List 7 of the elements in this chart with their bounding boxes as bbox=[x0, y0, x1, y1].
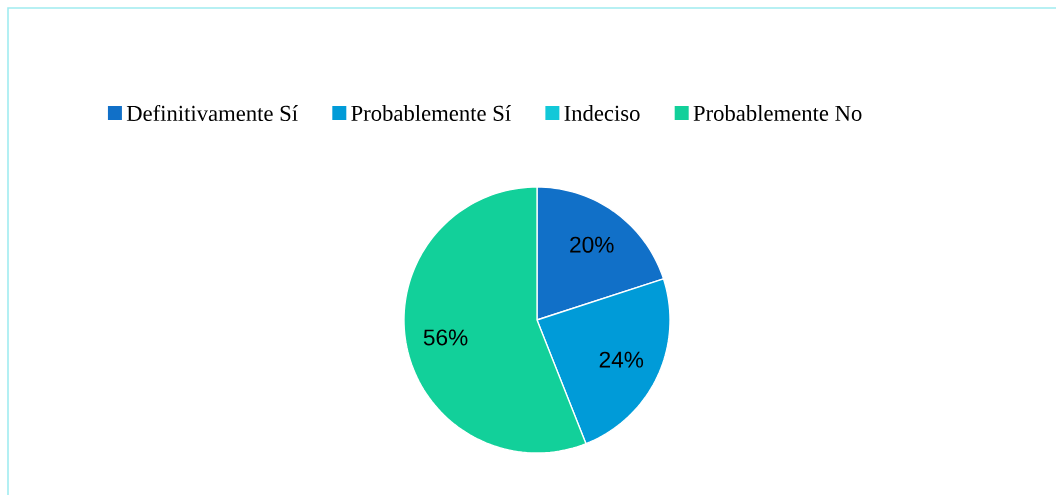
legend-label: Probablemente No bbox=[693, 105, 862, 121]
legend-label: Indeciso bbox=[564, 105, 640, 121]
legend-label: Definitivamente Sí bbox=[126, 104, 298, 122]
data-label: 56% bbox=[423, 329, 468, 346]
data-label: 20% bbox=[570, 236, 614, 253]
data-label: 24% bbox=[599, 351, 644, 368]
legend-label: Probablemente Sí bbox=[351, 104, 511, 121]
